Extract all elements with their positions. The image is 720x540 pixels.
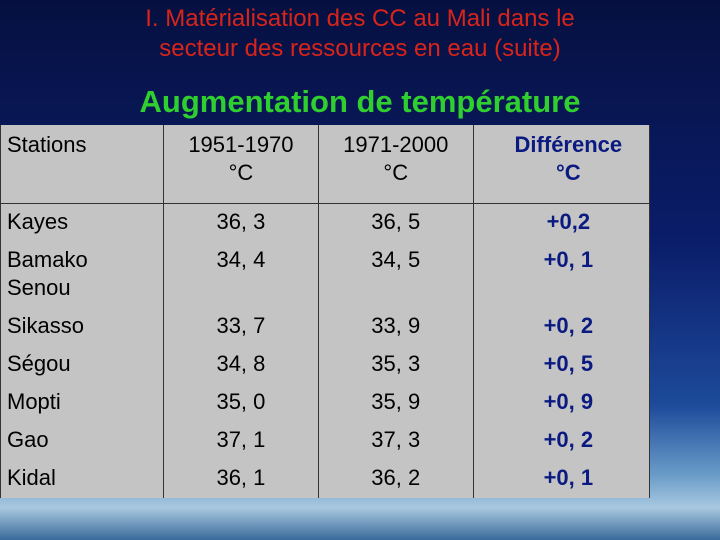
- value-cell: 36, 2: [317, 460, 474, 498]
- table-row: Sikasso 33, 7 33, 9 +0, 2: [0, 308, 651, 346]
- cell-text: 37, 1: [216, 427, 266, 452]
- header-row: Stations 1951-1970 °C 1971-2000 °C Différence…: [0, 125, 651, 204]
- value-cell: 33, 7: [163, 308, 319, 346]
- cell-text: +0, 5: [543, 351, 594, 376]
- cell-text: 34, 8: [216, 351, 266, 376]
- value-cell: 35, 0: [163, 384, 319, 422]
- value-cell: +0, 2: [472, 422, 651, 460]
- header-cell: 1971-2000 °C: [317, 125, 474, 204]
- value-cell: +0, 5: [472, 346, 651, 384]
- header-cell: 1951-1970 °C: [163, 125, 319, 204]
- value-cell: 35, 3: [317, 346, 474, 384]
- station-name: Kayes: [7, 209, 69, 234]
- cell-text: 35, 9: [371, 389, 421, 414]
- header-cell: Différence °C: [472, 125, 651, 204]
- value-cell: 34, 5: [317, 242, 474, 308]
- station-cell: Bamako Senou: [0, 242, 164, 308]
- value-cell: +0, 2: [472, 308, 651, 346]
- cell-text: +0, 2: [543, 427, 594, 452]
- header-text: Stations: [7, 132, 87, 157]
- cell-text: +0, 1: [543, 247, 594, 272]
- value-cell: 35, 9: [317, 384, 474, 422]
- cell-text: 34, 5: [371, 247, 421, 272]
- cell-text: +0,2: [546, 209, 591, 234]
- cell-text: 36, 5: [371, 209, 421, 234]
- value-cell: +0,2: [472, 203, 651, 242]
- header-text: °C: [383, 160, 409, 185]
- value-cell: 36, 3: [163, 203, 319, 242]
- value-cell: +0, 1: [472, 460, 651, 498]
- header-text: 1951-1970: [188, 132, 294, 157]
- table-row: Gao 37, 1 37, 3 +0, 2: [0, 422, 651, 460]
- cell-text: 33, 7: [216, 313, 266, 338]
- station-cell: Ségou: [0, 346, 164, 384]
- station-cell: Sikasso: [0, 308, 164, 346]
- data-table: Stations 1951-1970 °C 1971-2000 °C Différence…: [0, 125, 651, 498]
- title-line: secteur des ressources en eau (suite): [159, 35, 561, 62]
- station-name: Ségou: [7, 351, 71, 376]
- cell-text: 34, 4: [216, 247, 266, 272]
- value-cell: 36, 1: [163, 460, 319, 498]
- header-text: 1971-2000: [343, 132, 449, 157]
- subtitle: Augmentation de température: [139, 84, 581, 119]
- station-name: Gao: [7, 427, 49, 452]
- table-row: Mopti 35, 0 35, 9 +0, 9: [0, 384, 651, 422]
- station-cell: Mopti: [0, 384, 164, 422]
- value-cell: 36, 5: [317, 203, 474, 242]
- cell-text: +0, 1: [543, 465, 594, 490]
- title-line: I. Matérialisation des CC au Mali dans l…: [145, 5, 575, 32]
- cell-text: 35, 0: [216, 389, 266, 414]
- value-cell: 33, 9: [317, 308, 474, 346]
- table-row: Bamako Senou 34, 4 34, 5 +0, 1: [0, 242, 651, 308]
- cell-text: 36, 3: [216, 209, 266, 234]
- value-cell: +0, 9: [472, 384, 651, 422]
- table-row: Kidal 36, 1 36, 2 +0, 1: [0, 460, 651, 498]
- value-cell: 34, 8: [163, 346, 319, 384]
- table-row: Kayes 36, 3 36, 5 +0,2: [0, 203, 651, 242]
- cell-text: 36, 2: [371, 465, 421, 490]
- station-name: Bamako Senou: [7, 247, 88, 300]
- cell-text: 35, 3: [371, 351, 421, 376]
- value-cell: 34, 4: [163, 242, 319, 308]
- header-text: °C: [556, 160, 581, 185]
- table-row: Ségou 34, 8 35, 3 +0, 5: [0, 346, 651, 384]
- title: I. Matérialisation des CC au Mali dans l…: [0, 4, 720, 64]
- station-name: Kidal: [7, 465, 56, 490]
- station-name: Mopti: [7, 389, 61, 414]
- cell-text: +0, 9: [543, 389, 594, 414]
- station-cell: Gao: [0, 422, 164, 460]
- header-text: °C: [228, 160, 254, 185]
- value-cell: +0, 1: [472, 242, 651, 308]
- station-cell: Kidal: [0, 460, 164, 498]
- header-text: Différence: [514, 132, 623, 157]
- cell-text: 36, 1: [216, 465, 266, 490]
- station-name: Sikasso: [7, 313, 85, 338]
- value-cell: 37, 1: [163, 422, 319, 460]
- station-cell: Kayes: [0, 203, 164, 242]
- value-cell: 37, 3: [317, 422, 474, 460]
- cell-text: 33, 9: [371, 313, 421, 338]
- cell-text: +0, 2: [543, 313, 594, 338]
- header-cell: Stations: [0, 125, 164, 204]
- cell-text: 37, 3: [371, 427, 421, 452]
